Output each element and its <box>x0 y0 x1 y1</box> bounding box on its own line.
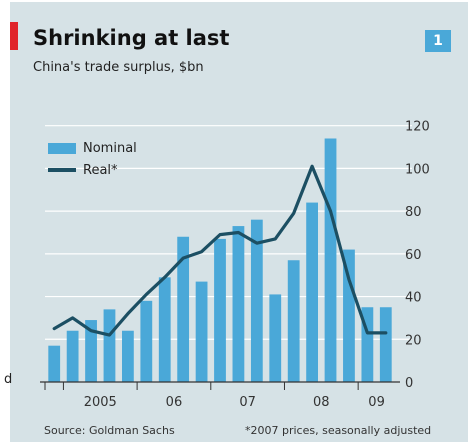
y-tick-label: 120 <box>405 120 430 135</box>
stray-edge-text: d <box>4 372 13 387</box>
bar-nominal <box>343 249 355 382</box>
y-tick-label: 80 <box>405 205 422 220</box>
bar-nominal <box>66 330 79 382</box>
chart-footer: Source: Goldman Sachs *2007 prices, seas… <box>0 422 473 445</box>
legend-swatch-real <box>48 168 76 172</box>
bar-nominal <box>158 277 171 382</box>
legend-item-nominal: Nominal <box>48 137 137 159</box>
line-real <box>52 164 388 337</box>
y-tick-label: 0 <box>405 376 413 391</box>
x-tick-label: 08 <box>313 395 330 410</box>
legend-swatch-nominal <box>48 142 76 154</box>
y-tick-label: 60 <box>405 248 422 263</box>
bar-nominal <box>85 320 97 382</box>
bar-nominal <box>361 307 374 382</box>
bar-nominal <box>177 236 190 382</box>
chart-number-badge: 1 <box>425 30 451 52</box>
footnote: *2007 prices, seasonally adjusted <box>245 424 432 437</box>
legend-label-nominal: Nominal <box>83 140 137 156</box>
bar-nominal <box>306 202 318 382</box>
bar-nominal <box>195 281 208 382</box>
source-note: Source: Goldman Sachs <box>44 424 175 437</box>
bar-nominal <box>379 307 392 382</box>
bar-nominal <box>214 238 226 382</box>
legend-label-real: Real* <box>83 162 118 178</box>
chart-title: Shrinking at last <box>33 26 230 50</box>
chart-legend: Nominal Real* <box>48 137 137 181</box>
red-accent-tab <box>10 22 18 50</box>
x-tick-label: 06 <box>166 395 183 410</box>
bar-nominal <box>250 219 263 382</box>
y-tick-label: 100 <box>405 162 430 177</box>
bar-nominal <box>324 138 337 382</box>
legend-item-real: Real* <box>48 159 137 181</box>
bar-nominal <box>287 260 300 382</box>
bar-nominal <box>103 309 116 382</box>
chart-subtitle: China's trade surplus, $bn <box>33 60 204 75</box>
y-tick-label: 20 <box>405 333 422 348</box>
x-tick-label: 2005 <box>84 395 117 410</box>
bar-nominal <box>122 330 134 382</box>
bar-nominal <box>140 300 153 382</box>
x-tick-label: 07 <box>239 395 256 410</box>
y-tick-label: 40 <box>405 291 422 306</box>
bar-nominal <box>48 345 61 382</box>
bar-nominal <box>232 226 245 382</box>
x-tick-label: 09 <box>368 395 385 410</box>
bar-nominal <box>269 294 282 382</box>
